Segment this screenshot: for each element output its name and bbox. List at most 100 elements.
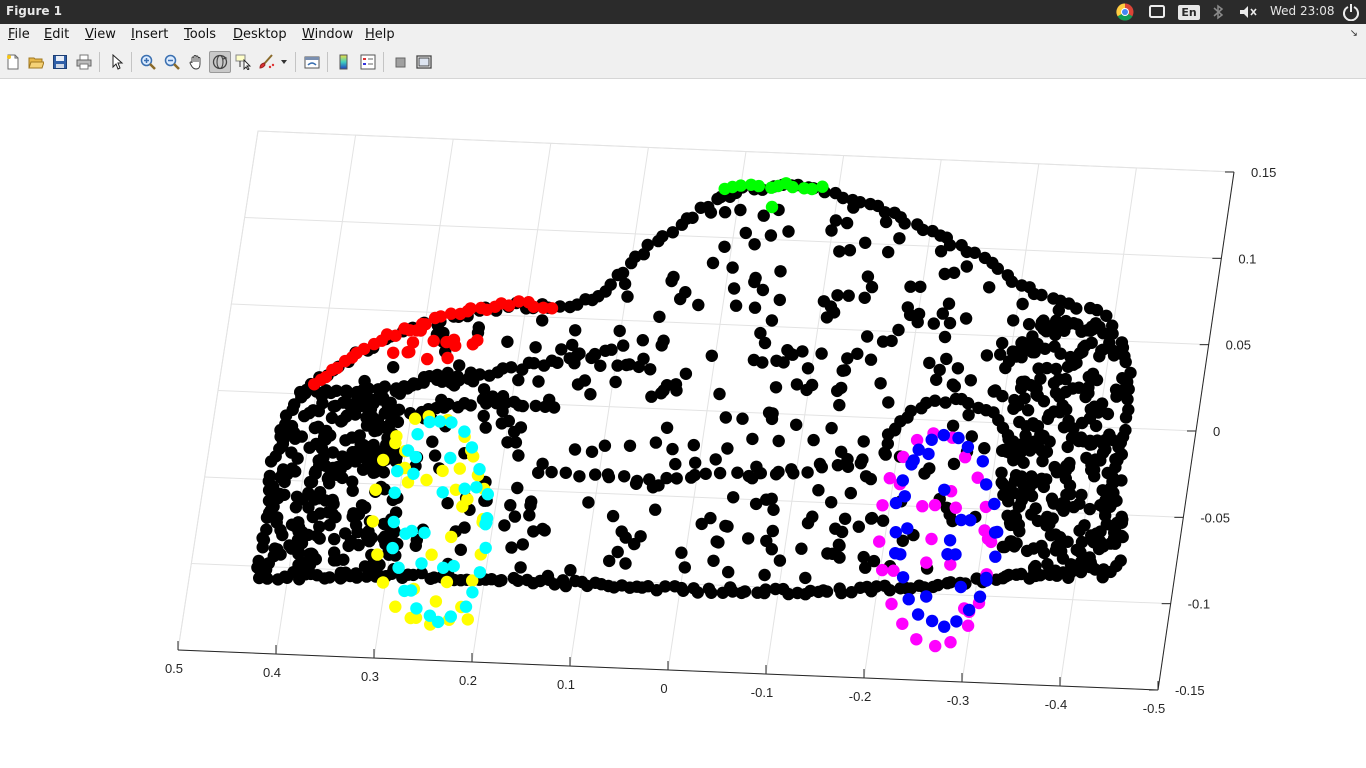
rear-wheel-point bbox=[479, 518, 492, 531]
insert-colorbar-icon[interactable] bbox=[333, 51, 355, 73]
body-point bbox=[502, 414, 515, 428]
body-point bbox=[666, 442, 679, 456]
body-point bbox=[843, 244, 857, 257]
menu-help[interactable]: Help bbox=[365, 27, 395, 42]
link-plot-icon[interactable] bbox=[301, 51, 323, 73]
body-point bbox=[584, 388, 597, 401]
hide-plot-tools-icon[interactable] bbox=[389, 51, 411, 73]
body-point bbox=[477, 409, 490, 423]
brush-icon[interactable] bbox=[256, 51, 278, 73]
body-point bbox=[1061, 535, 1074, 548]
print-figure-icon[interactable] bbox=[73, 51, 95, 73]
body-point bbox=[995, 476, 1008, 489]
body-point bbox=[865, 280, 879, 294]
menu-file[interactable]: File bbox=[8, 27, 30, 42]
body-point bbox=[1073, 497, 1086, 510]
menu-edit[interactable]: Edit bbox=[44, 27, 70, 42]
new-figure-icon[interactable] bbox=[2, 51, 24, 73]
front-wheel-point bbox=[889, 496, 903, 510]
body-point bbox=[532, 466, 545, 479]
menu-tools[interactable]: Tools bbox=[184, 27, 217, 42]
body-point bbox=[1007, 402, 1020, 415]
menu-window[interactable]: Window bbox=[302, 27, 354, 42]
x-tick-label: 0.2 bbox=[459, 673, 477, 688]
body-point bbox=[559, 466, 572, 479]
body-point bbox=[319, 494, 332, 507]
body-point bbox=[512, 373, 525, 387]
rear-wheel-point bbox=[429, 595, 443, 608]
keyboard-layout-icon[interactable]: En bbox=[1178, 0, 1200, 24]
insert-legend-icon[interactable] bbox=[357, 51, 379, 73]
body-point bbox=[641, 238, 654, 252]
dock-arrow-icon[interactable]: ↘ bbox=[1349, 28, 1358, 39]
body-point bbox=[582, 496, 595, 509]
body-point bbox=[616, 266, 630, 280]
front-wheel-point bbox=[887, 564, 900, 577]
menu-insert[interactable]: Insert bbox=[131, 27, 169, 42]
edit-plot-icon[interactable] bbox=[106, 51, 128, 73]
body-point bbox=[796, 345, 809, 358]
body-point bbox=[1043, 435, 1056, 448]
body-point bbox=[1016, 336, 1029, 349]
rear-wheel-point bbox=[437, 561, 450, 574]
body-point bbox=[882, 396, 895, 409]
front-wheel-point bbox=[920, 556, 933, 569]
menu-view[interactable]: View bbox=[85, 27, 116, 42]
rotate-3d-icon[interactable] bbox=[209, 51, 231, 73]
body-point bbox=[844, 486, 857, 500]
power-icon[interactable] bbox=[1340, 0, 1362, 24]
scatter3-axes[interactable]: 0.5 0.4 0.3 0.2 0.1 0 -0.1 -0.2 -0.3 -0.4 -0.5 0.15… bbox=[0, 79, 1366, 768]
axes-area[interactable]: 0.5 0.4 0.3 0.2 0.1 0 -0.1 -0.2 -0.3 -0.4 -0.5 0.15… bbox=[0, 79, 1366, 768]
zoom-out-icon[interactable] bbox=[161, 51, 183, 73]
rear-wheel-point bbox=[431, 615, 445, 629]
body-point bbox=[555, 343, 568, 356]
body-point bbox=[754, 326, 767, 340]
body-point bbox=[649, 436, 663, 449]
bluetooth-icon[interactable] bbox=[1208, 0, 1228, 24]
volume-muted-icon[interactable] bbox=[1236, 0, 1260, 24]
rear-wheel-point bbox=[456, 500, 469, 513]
front-wheel-point bbox=[929, 639, 942, 653]
body-point bbox=[721, 520, 734, 533]
body-point bbox=[948, 380, 961, 393]
front-wheel-point bbox=[989, 550, 1002, 563]
front-wheel-point bbox=[950, 615, 963, 628]
open-file-icon[interactable] bbox=[25, 51, 47, 73]
body-point bbox=[825, 224, 838, 237]
zoom-in-icon[interactable] bbox=[137, 51, 159, 73]
show-plot-tools-icon[interactable] bbox=[413, 51, 435, 73]
cast-icon[interactable] bbox=[1146, 0, 1168, 24]
menu-desktop[interactable]: Desktop bbox=[233, 27, 287, 42]
pan-hand-icon[interactable] bbox=[185, 51, 207, 73]
data-cursor-icon[interactable] bbox=[233, 51, 255, 73]
brush-dropdown-icon[interactable] bbox=[278, 51, 290, 73]
body-point bbox=[511, 481, 524, 495]
body-point bbox=[765, 543, 778, 556]
body-point bbox=[864, 472, 877, 486]
body-point bbox=[256, 541, 269, 554]
chrome-icon[interactable] bbox=[1114, 0, 1136, 24]
rear-wheel-point bbox=[466, 586, 479, 599]
body-point bbox=[842, 289, 855, 302]
rear-roof-point bbox=[512, 295, 526, 308]
rear-roof-point bbox=[357, 342, 371, 356]
rear-wheel-point bbox=[391, 464, 404, 478]
body-point bbox=[841, 352, 854, 365]
body-point bbox=[569, 324, 582, 337]
body-point bbox=[660, 471, 673, 485]
front-wheel-point bbox=[907, 454, 920, 467]
body-point bbox=[861, 330, 874, 343]
body-point bbox=[833, 539, 846, 552]
body-point bbox=[1035, 539, 1048, 553]
rear-wheel-point bbox=[420, 473, 433, 487]
rear-wheel-point bbox=[440, 575, 454, 589]
rear-roof-point bbox=[427, 334, 440, 348]
body-point bbox=[512, 449, 525, 462]
body-point bbox=[551, 356, 564, 369]
body-point bbox=[882, 245, 895, 259]
clock[interactable]: Wed 23:08 bbox=[1270, 4, 1335, 18]
rear-wheel-point bbox=[415, 557, 428, 570]
save-figure-icon[interactable] bbox=[49, 51, 71, 73]
body-point bbox=[1094, 525, 1107, 538]
body-point bbox=[983, 281, 996, 294]
